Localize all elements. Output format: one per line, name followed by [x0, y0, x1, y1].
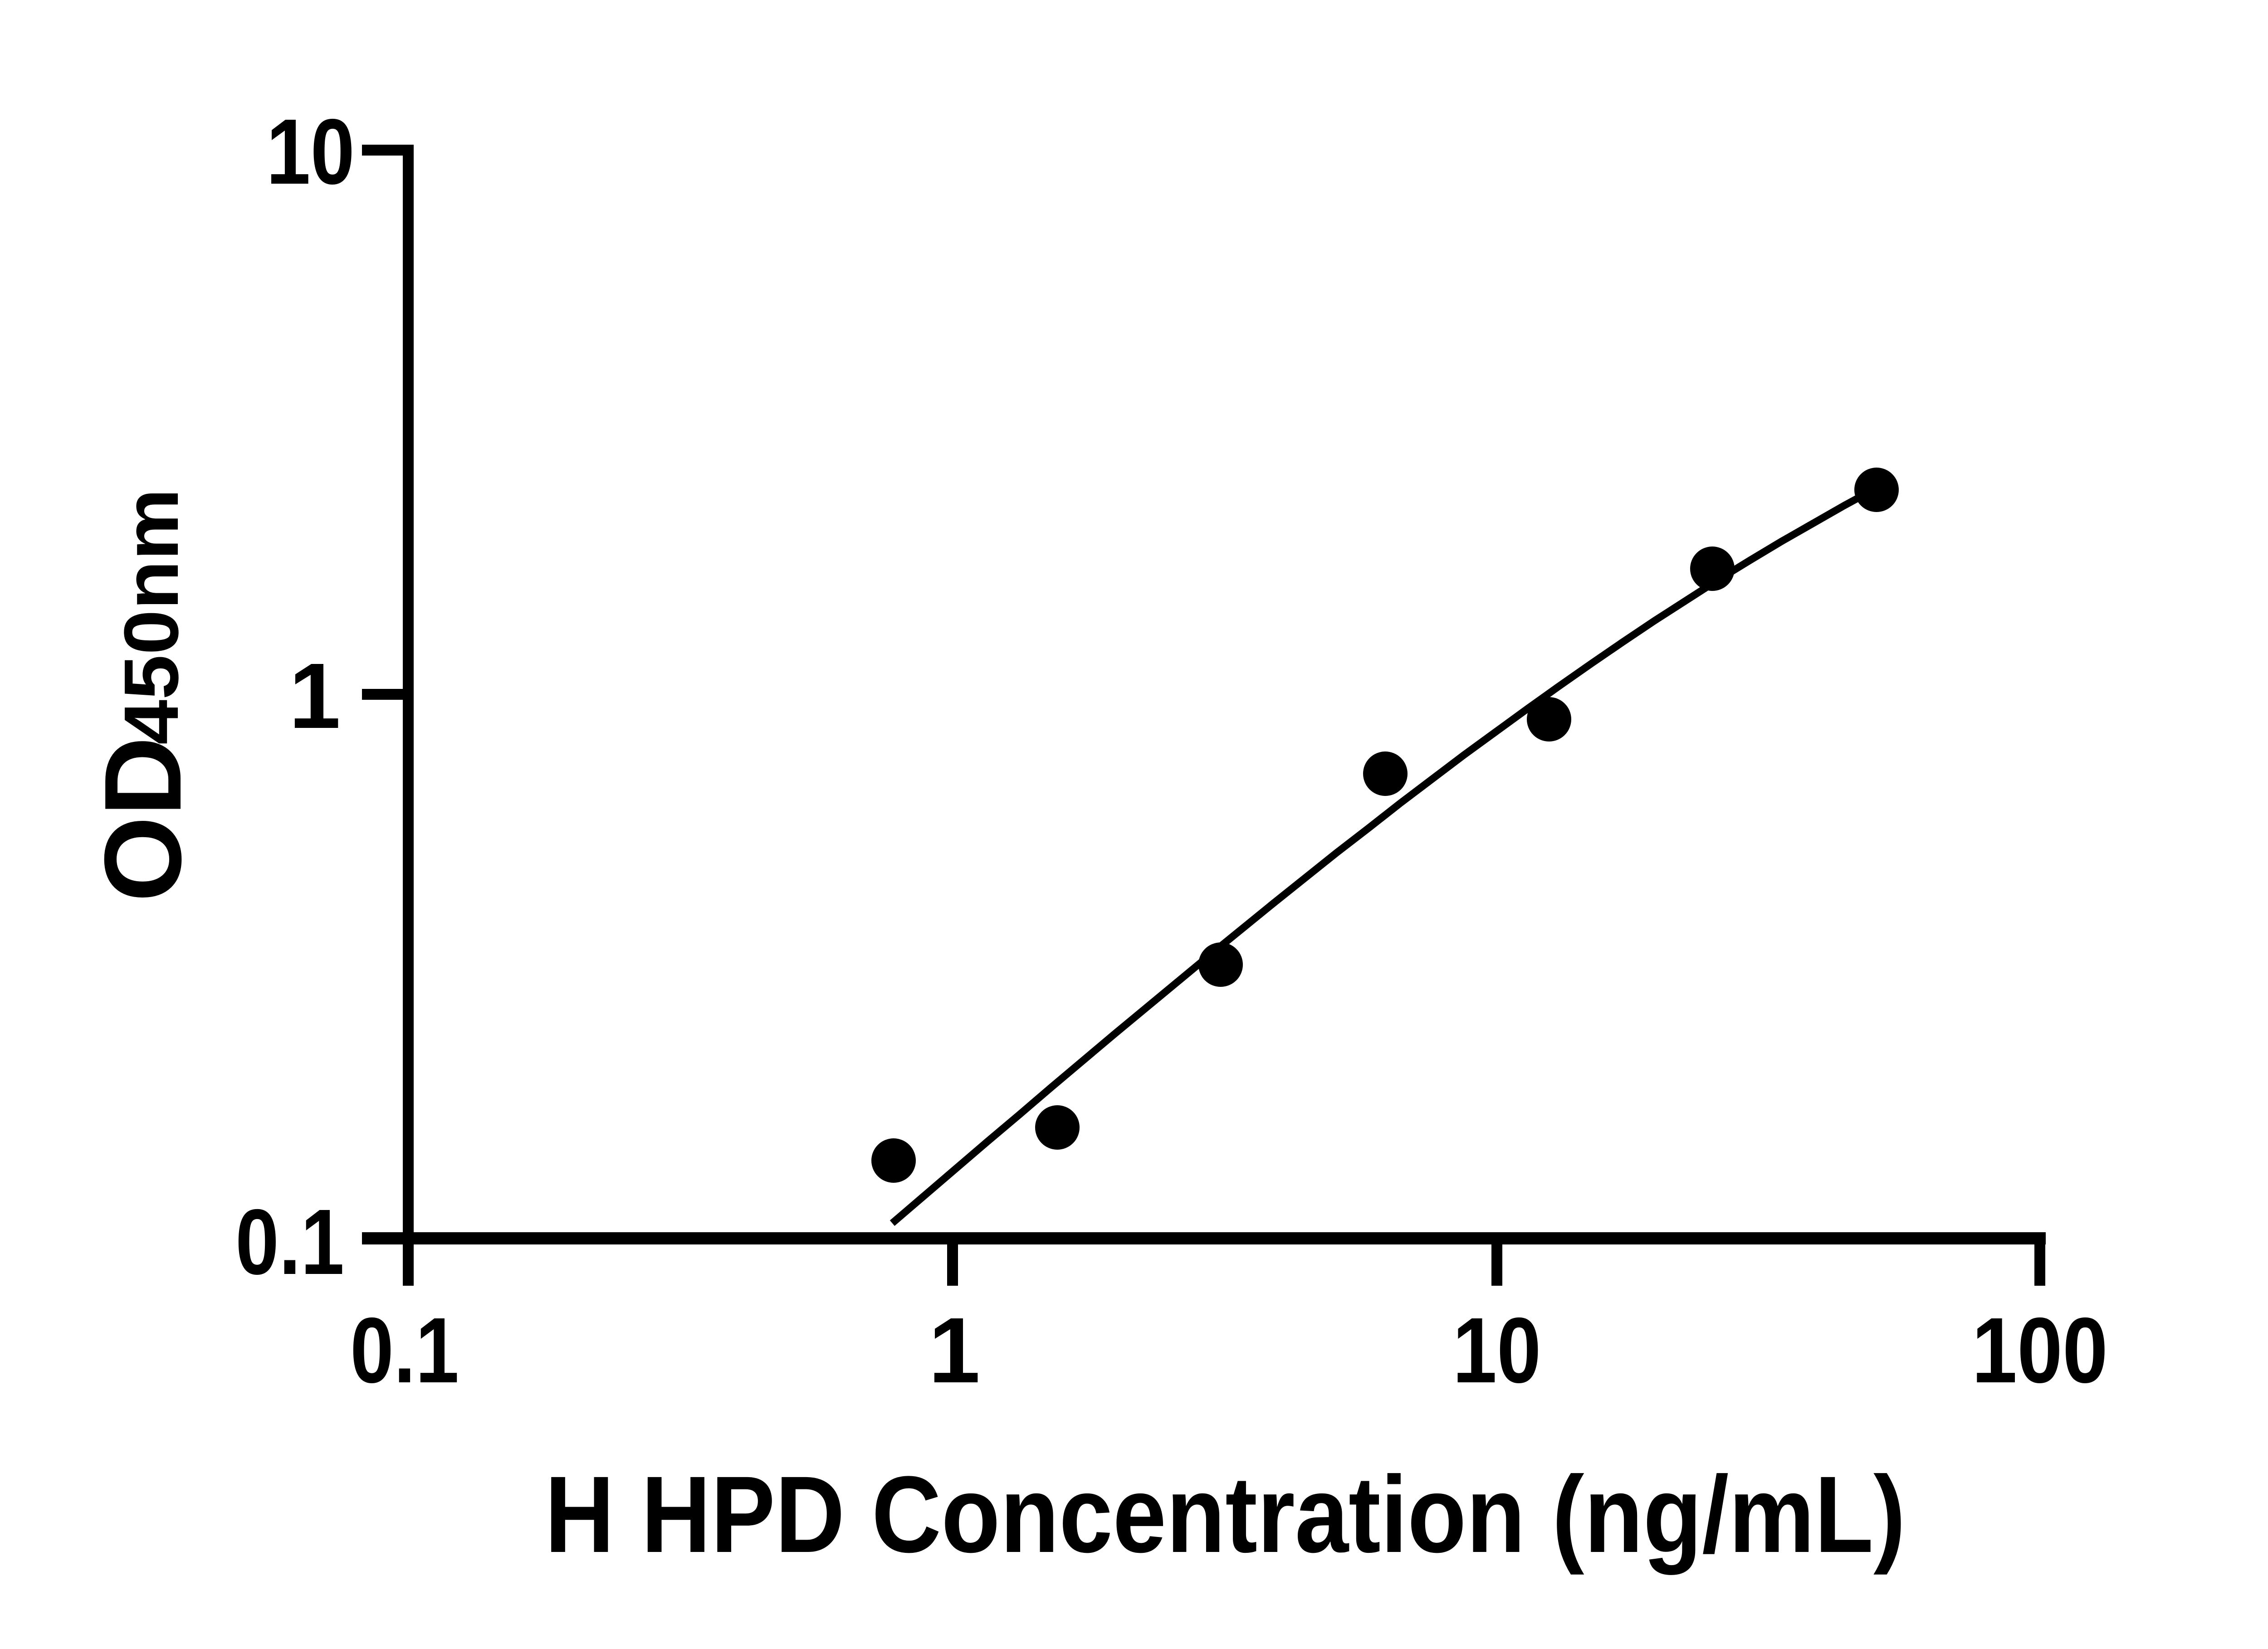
svg-text:0.1: 0.1: [350, 1298, 459, 1402]
svg-text:H HPD Concentration (ng/mL): H HPD Concentration (ng/mL): [545, 1454, 1906, 1575]
svg-text:10: 10: [1453, 1298, 1541, 1402]
svg-text:10: 10: [266, 100, 355, 204]
svg-text:OD: OD: [82, 737, 204, 902]
svg-text:0.1: 0.1: [235, 1190, 344, 1294]
svg-text:1: 1: [929, 1298, 980, 1402]
svg-text:1: 1: [289, 644, 341, 748]
svg-text:100: 100: [1972, 1298, 2108, 1402]
svg-text:450nm: 450nm: [108, 488, 195, 745]
